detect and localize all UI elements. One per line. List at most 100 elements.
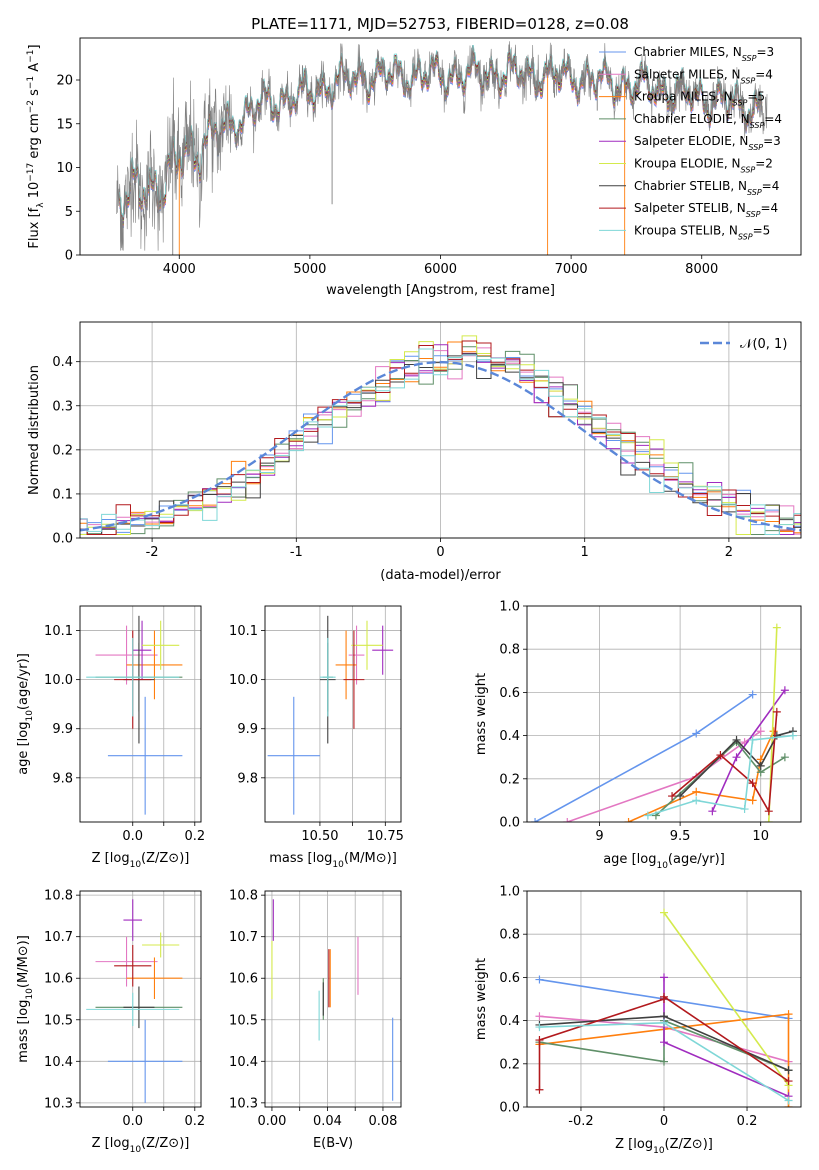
weight-point — [535, 1085, 544, 1094]
normal-curve — [80, 360, 801, 532]
y-tick-label: 0.2 — [499, 1057, 520, 1072]
weight-point — [660, 908, 668, 917]
weight-series-kroupa-stelib — [535, 1018, 793, 1105]
y-axis-label: Normed distribution — [27, 365, 42, 495]
weight-point — [660, 1018, 668, 1027]
axes-frame — [79, 605, 202, 823]
weight-point — [748, 690, 757, 699]
legend-label: Kroupa STELIB, NSSP=5 — [634, 223, 770, 241]
errorbar-salpeter-elodie — [132, 620, 152, 680]
x-tick-label: 0.0 — [122, 829, 143, 844]
weight-point — [780, 753, 789, 762]
y-tick-label: 10.7 — [44, 930, 73, 945]
plot-age-vs-Z: 0.0 0.2 9.8 9.9 10.0 10.1 Z [log10(Z/Z⊙)] age [… — [16, 605, 205, 870]
plot-area — [531, 623, 797, 822]
x-tick-label: 10.75 — [367, 829, 404, 844]
histogram-chabrier-miles — [80, 353, 801, 535]
weight-point — [740, 805, 749, 814]
x-tick-label: 10 — [752, 829, 769, 844]
y-tick-label: 10.0 — [229, 673, 258, 688]
x-tick-label: -0.2 — [568, 1114, 593, 1129]
weight-point — [784, 1066, 793, 1075]
x-axis-label: wavelength [Angstrom, rest frame] — [326, 283, 555, 298]
errorbar-kroupa-miles — [126, 957, 183, 999]
weight-point — [772, 623, 781, 632]
errorbar-kroupa-elodie — [351, 620, 383, 670]
y-tick-label: 0.2 — [499, 772, 520, 787]
weight-point — [784, 1077, 793, 1086]
y-tick-label: 1.0 — [499, 885, 520, 900]
weight-point — [535, 1023, 544, 1032]
errorbar-salpeter-miles — [95, 625, 158, 685]
errorbar-kroupa-elodie — [142, 620, 180, 670]
x-axis-label: age [log10(age/yr)] — [603, 852, 725, 871]
plot-weight-vs-age: 9 9.5 10 0.0 0.2 0.4 0.6 0.8 1.0 age [log10(age/y… — [474, 600, 802, 871]
legend-label-normal: 𝒩(0, 1) — [740, 337, 787, 352]
y-tick-label: 0.3 — [52, 399, 73, 414]
weight-point — [716, 751, 725, 760]
x-tick-label: -1 — [290, 545, 303, 560]
axes-frame — [526, 605, 802, 823]
y-tick-label: 0.4 — [499, 729, 520, 744]
weight-point — [660, 1038, 668, 1047]
weight-point — [676, 792, 685, 801]
errorbar-salpeter-miles — [348, 625, 365, 685]
x-tick-label: 0 — [660, 1114, 668, 1129]
y-tick-label: 0.0 — [499, 1101, 520, 1116]
y-tick-label: 10.8 — [44, 889, 73, 904]
y-tick-label: 1.0 — [499, 600, 520, 615]
x-tick-label: 9 — [595, 829, 603, 844]
errorbar-chabrier-stelib — [123, 986, 155, 1029]
weight-point — [708, 807, 717, 816]
axes-frame — [79, 890, 202, 1108]
y-tick-label: 0.8 — [499, 643, 520, 658]
errorbar-kroupa-miles — [335, 630, 357, 700]
errorbar-chabrier-miles — [107, 696, 183, 815]
plot-area — [267, 615, 394, 815]
legend-label: Chabrier STELIB, NSSP=4 — [634, 179, 779, 197]
x-axis-label: Z [log10(Z/Z⊙)] — [615, 1137, 713, 1156]
weight-series-kroupa-elodie — [660, 908, 793, 1090]
axes-frame — [79, 321, 802, 539]
errorbar-salpeter-stelib — [343, 630, 365, 729]
weight-point — [535, 975, 544, 984]
weight-series-salpeter-elodie — [708, 686, 789, 816]
legend-label: Kroupa MILES, NSSP=5 — [634, 90, 765, 108]
weight-point — [756, 727, 765, 736]
x-tick-label: 7000 — [555, 262, 588, 277]
weight-point — [772, 707, 781, 716]
y-tick-label: 9.8 — [52, 771, 73, 786]
y-tick-label: 0.4 — [499, 1014, 520, 1029]
weight-series-kroupa-miles — [624, 727, 778, 822]
x-tick-label: 1 — [581, 545, 589, 560]
y-tick-label: 9.9 — [52, 722, 73, 737]
y-tick-label: 10.3 — [229, 1096, 258, 1111]
y-tick-label: 0.6 — [499, 686, 520, 701]
y-tick-label: 15 — [56, 117, 73, 132]
weight-point — [732, 753, 741, 762]
weight-series-chabrier-stelib — [676, 727, 797, 801]
plot-area — [80, 335, 801, 535]
y-tick-label: 10.0 — [44, 673, 73, 688]
y-axis-label: mass weight — [474, 673, 489, 755]
weight-point — [660, 992, 668, 1001]
x-tick-label: 5000 — [293, 262, 326, 277]
y-axis-label: mass [log10(M/M⊙)] — [16, 935, 35, 1063]
weight-point — [788, 731, 797, 740]
weight-point — [764, 818, 773, 822]
y-tick-label: 10.4 — [44, 1055, 73, 1070]
plot-mass-vs-Z: 0.0 0.2 10.3 10.4 10.5 10.6 10.7 10.8 Z [log10(Z… — [16, 889, 205, 1155]
weight-point — [748, 779, 757, 788]
x-tick-label: 2 — [725, 545, 733, 560]
y-tick-label: 0.2 — [52, 443, 73, 458]
weight-point — [692, 729, 701, 738]
y-tick-label: 0.1 — [52, 487, 73, 502]
x-tick-label: 9.5 — [670, 829, 691, 844]
y-tick-label: 9.9 — [237, 722, 258, 737]
x-tick-label: 0.08 — [368, 1114, 397, 1129]
x-tick-label: 0.2 — [737, 1114, 758, 1129]
errorbar-chabrier-miles — [107, 1019, 183, 1103]
y-tick-label: 9.8 — [237, 771, 258, 786]
y-tick-label: 0.8 — [499, 928, 520, 943]
figure-title: PLATE=1171, MJD=52753, FIBERID=0128, z=0… — [251, 15, 629, 33]
